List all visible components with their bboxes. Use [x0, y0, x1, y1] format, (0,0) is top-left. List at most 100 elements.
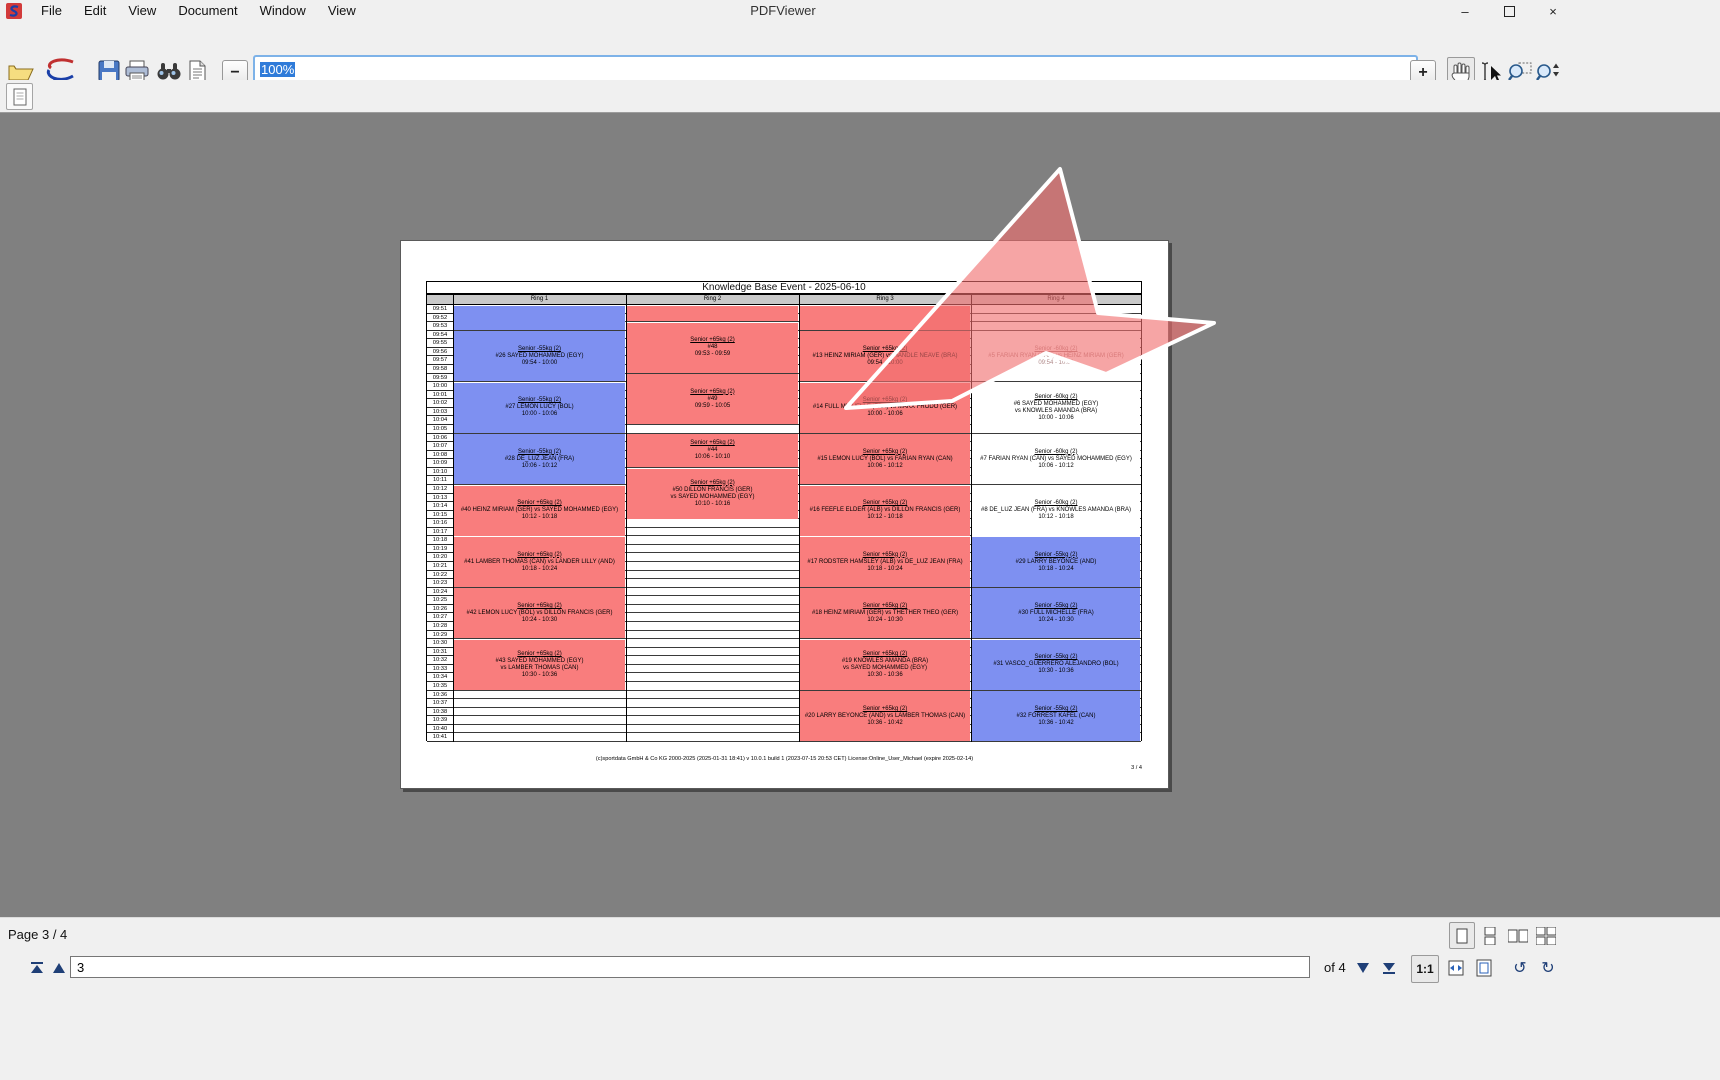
time-cell: 10:18: [427, 536, 453, 545]
app-icon: [6, 3, 22, 19]
maximize-button[interactable]: [1487, 0, 1531, 22]
menu-view[interactable]: View: [128, 3, 157, 18]
schedule-block: Senior +65kg (2) #13 HEINZ MIRIAM (GER) v…: [800, 331, 970, 382]
fit-page-button[interactable]: [1473, 956, 1495, 980]
schedule-block: Senior +65kg (2) #42 LEMON LUCY (BOL) vs …: [454, 588, 625, 639]
toolbar: − 100% +: [0, 22, 1720, 89]
rotate-right-icon: ↻: [1541, 960, 1555, 977]
empty-slot-row: [626, 527, 799, 537]
time-cell: 09:59: [427, 373, 453, 383]
facing-pages-layout-button[interactable]: [1505, 922, 1531, 949]
menu-view-2[interactable]: View: [327, 3, 356, 18]
zoom-dynamic-tool-button[interactable]: [1535, 57, 1561, 87]
schedule-block: Senior +65kg (2) #19 KNOWLES AMANDA (BRA)…: [800, 639, 970, 690]
menu-document[interactable]: Document: [178, 3, 238, 18]
empty-slot-row: [626, 562, 799, 571]
schedule-block: Senior -60kg (2) #7 FARIAN RYAN (CAN) vs …: [972, 434, 1140, 485]
document-page-number: 3 / 4: [1131, 765, 1142, 771]
time-cell: 10:03: [427, 407, 453, 417]
menu-edit[interactable]: Edit: [83, 3, 107, 18]
column-divider: [453, 295, 454, 742]
empty-slot-row: [971, 322, 1141, 331]
empty-slot-row: [626, 673, 799, 682]
time-cell: 10:04: [427, 416, 453, 425]
empty-slot-row: [626, 536, 799, 545]
time-cell: 10:09: [427, 459, 453, 468]
schedule-block: Senior +65kg (2) #43 SAYED MOHAMMED (EGY)…: [454, 639, 625, 690]
sidebar-toggle-button[interactable]: [6, 83, 33, 110]
page-number-input[interactable]: [70, 956, 1310, 978]
zoom-marquee-icon: [1508, 62, 1532, 81]
status-bar: Page 3 / 4: [0, 917, 1720, 951]
actual-size-button[interactable]: 1:1: [1411, 955, 1439, 983]
fit-width-button[interactable]: [1445, 956, 1467, 980]
continuous-facing-layout-button[interactable]: [1533, 922, 1559, 949]
schedule-table: Ring 1 Ring 2 Ring 3 Ring 4 09:51 09:52 09:53 0…: [426, 294, 1142, 742]
column-divider: [971, 295, 972, 742]
page-status-label: Page 3 / 4: [8, 927, 68, 942]
first-page-button[interactable]: [26, 956, 48, 980]
time-cell: 10:24: [427, 587, 453, 597]
fit-width-icon: [1448, 960, 1464, 976]
time-cell: 09:56: [427, 347, 453, 357]
window-bottom-filler: [0, 986, 1720, 1080]
time-cell: 09:51: [427, 305, 453, 314]
next-page-button[interactable]: [1352, 956, 1374, 980]
minimize-button[interactable]: –: [1461, 3, 1469, 19]
schedule-block: Senior +65kg (2) #15 LEMON LUCY (BOL) vs …: [800, 434, 970, 485]
empty-slot-row: [626, 647, 799, 657]
time-cell: 10:30: [427, 639, 453, 648]
text-view-button[interactable]: [186, 58, 208, 84]
close-button[interactable]: ×: [1549, 3, 1557, 19]
ring-header: Ring 3: [799, 295, 971, 305]
schedule-block: Senior -55kg (2) #32 FORREST KAFEL (CAN) 1…: [972, 691, 1140, 742]
zoom-marquee-tool-button[interactable]: [1507, 57, 1533, 87]
schedule-block: Senior -55kg (2) #27 LEMON LUCY (BOL) 10:0…: [454, 382, 625, 433]
schedule-block: Senior -55kg (2) #28 DE_LUZ JEAN (FRA) 10:…: [454, 434, 625, 485]
continuous-layout-button[interactable]: [1477, 922, 1503, 949]
schedule-block: Senior +65kg (2) #48 09:53 - 09:59: [627, 322, 798, 373]
document-canvas[interactable]: Knowledge Base Event - 2025-06-10 Ring 1…: [0, 113, 1720, 917]
rotate-right-button[interactable]: ↻: [1537, 956, 1559, 980]
print-button[interactable]: [124, 58, 150, 84]
empty-slot-row: [626, 630, 799, 640]
open-file-button[interactable]: [6, 56, 36, 86]
schedule-block: Senior +65kg (2) #20 LARRY BEYONCE (AND) …: [800, 691, 970, 742]
window-title: PDFViewer: [750, 3, 816, 18]
rotate-left-button[interactable]: ↺: [1509, 956, 1531, 980]
continuous-pages-icon: [1484, 926, 1496, 945]
time-cell: 09:52: [427, 313, 453, 323]
time-cell: 10:39: [427, 716, 453, 725]
time-cell: 10:10: [427, 467, 453, 477]
of-total-label: of 4: [1324, 960, 1346, 975]
find-button[interactable]: [156, 58, 182, 84]
empty-slot-row: [453, 733, 626, 742]
time-cell: 10:31: [427, 647, 453, 657]
time-cell: 10:17: [427, 527, 453, 537]
time-cell: 10:32: [427, 656, 453, 665]
time-cell: 10:11: [427, 476, 453, 485]
empty-slot-row: [626, 716, 799, 725]
page-thumbnail-icon: [13, 88, 26, 105]
time-cell: 10:26: [427, 604, 453, 614]
time-cell: 10:15: [427, 510, 453, 520]
time-cell: 10:12: [427, 484, 453, 494]
time-cell: 10:37: [427, 699, 453, 708]
time-cell: 10:14: [427, 502, 453, 511]
time-cell: 10:05: [427, 424, 453, 434]
empty-slot-row: [626, 699, 799, 708]
last-page-button[interactable]: [1378, 956, 1400, 980]
empty-slot-row: [626, 544, 799, 554]
menu-file[interactable]: File: [41, 3, 62, 18]
column-divider: [626, 295, 627, 742]
single-page-layout-button[interactable]: [1449, 922, 1475, 949]
time-cell: 10:22: [427, 570, 453, 580]
facing-pages-icon: [1508, 929, 1528, 942]
schedule-block: [627, 305, 798, 322]
menu-window[interactable]: Window: [259, 3, 306, 18]
navigation-bar: of 4 1:1 ↺ ↻: [0, 950, 1720, 986]
time-cell: 09:53: [427, 322, 453, 331]
previous-page-button[interactable]: [48, 956, 70, 980]
empty-slot-row: [626, 519, 799, 528]
schedule-block: [800, 305, 970, 330]
